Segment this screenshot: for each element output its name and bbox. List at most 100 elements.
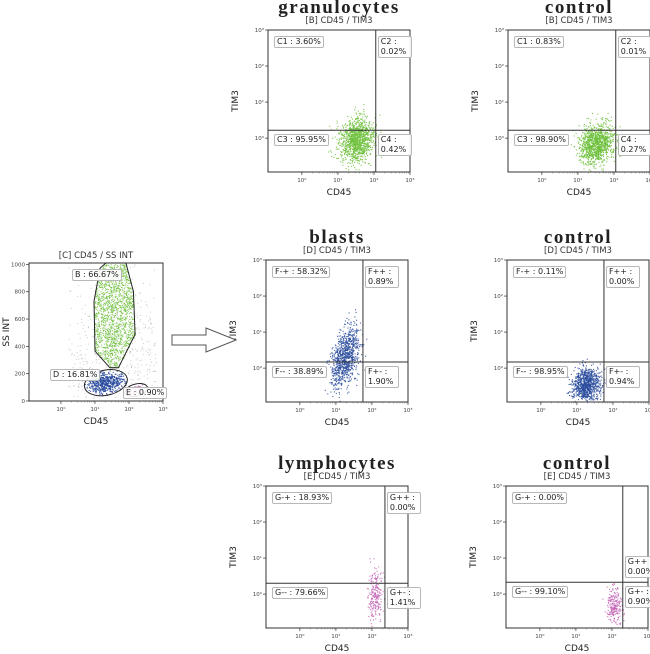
event-dot <box>359 124 360 125</box>
event-dot <box>353 348 354 349</box>
event-dot <box>573 384 574 385</box>
event-dot <box>357 135 358 136</box>
event-dot <box>331 379 332 380</box>
event-dot <box>373 619 374 620</box>
event-dot <box>575 380 576 381</box>
event-dot <box>580 378 581 379</box>
event-dot <box>367 137 368 138</box>
event-dot <box>342 155 343 156</box>
event-dot <box>591 372 592 373</box>
event-dot <box>338 389 339 390</box>
event-dot <box>372 592 373 593</box>
event-dot <box>604 138 605 139</box>
event-dot <box>583 395 584 396</box>
event-dot <box>609 138 610 139</box>
event-dot <box>351 141 352 142</box>
event-dot <box>352 365 353 366</box>
x-tick-label: 10¹ <box>331 407 340 414</box>
event-dot <box>371 127 372 128</box>
event-dot <box>609 594 610 595</box>
event-dot <box>362 116 363 117</box>
event-dot <box>362 114 363 115</box>
event-dot <box>330 354 331 355</box>
event-dot <box>579 125 580 126</box>
event-dot <box>607 612 608 613</box>
event-dot <box>580 144 581 145</box>
event-dot <box>587 373 588 374</box>
event-dot <box>140 319 141 320</box>
event-dot <box>340 342 341 343</box>
event-dot <box>336 381 337 382</box>
event-dot <box>351 355 352 356</box>
event-dot <box>607 156 608 157</box>
event-dot <box>597 376 598 377</box>
event-dot <box>355 147 356 148</box>
event-dot <box>610 603 611 604</box>
event-dot <box>375 614 376 615</box>
event-dot <box>593 364 594 365</box>
event-dot <box>343 142 344 143</box>
event-dot <box>582 144 583 145</box>
event-dot <box>363 121 364 122</box>
event-dot <box>360 323 361 324</box>
event-dot <box>356 340 357 341</box>
event-dot <box>586 384 587 385</box>
event-dot <box>585 147 586 148</box>
event-dot <box>368 595 369 596</box>
event-dot <box>87 361 88 362</box>
event-dots <box>323 309 367 402</box>
event-dot <box>371 578 372 579</box>
event-dot <box>374 143 375 144</box>
event-dot <box>588 126 589 127</box>
event-dot <box>574 389 575 390</box>
event-dot <box>573 383 574 384</box>
event-dot <box>372 128 373 129</box>
event-dot <box>593 125 594 126</box>
y-tick-label: 10¹ <box>253 555 262 562</box>
event-dot <box>342 363 343 364</box>
event-dot <box>620 624 621 625</box>
event-dot <box>596 144 597 145</box>
event-dot <box>613 139 614 140</box>
event-dot <box>364 150 365 151</box>
event-dot <box>604 139 605 140</box>
event-dot <box>589 133 590 134</box>
event-dot <box>581 135 582 136</box>
event-dot <box>379 578 380 579</box>
event-dot <box>594 139 595 140</box>
event-dot <box>576 385 577 386</box>
event-dot <box>597 367 598 368</box>
event-dot <box>349 312 350 313</box>
event-dot <box>336 385 337 386</box>
event-dot <box>337 365 338 366</box>
event-dot <box>380 607 381 608</box>
event-dot <box>587 359 588 360</box>
event-dot <box>611 157 612 158</box>
event-dot <box>349 129 350 130</box>
event-dot <box>380 604 381 605</box>
event-dot <box>592 153 593 154</box>
event-dot <box>591 135 592 136</box>
event-dot <box>335 358 336 359</box>
event-dot <box>338 158 339 159</box>
event-dot <box>581 387 582 388</box>
event-dot <box>594 392 595 393</box>
event-dot <box>342 135 343 136</box>
event-dot <box>608 610 609 611</box>
event-dot <box>146 364 147 365</box>
event-dot <box>616 601 617 602</box>
event-dot <box>360 122 361 123</box>
event-dot <box>351 358 352 359</box>
event-dot <box>592 133 593 134</box>
event-dot <box>593 157 594 158</box>
event-dot <box>590 164 591 165</box>
event-dot <box>599 166 600 167</box>
event-dot <box>596 391 597 392</box>
event-dot <box>342 354 343 355</box>
event-dot <box>362 138 363 139</box>
event-dot <box>358 374 359 375</box>
event-dot <box>569 379 570 380</box>
event-dot <box>355 134 356 135</box>
event-dot <box>354 366 355 367</box>
event-dot <box>364 121 365 122</box>
